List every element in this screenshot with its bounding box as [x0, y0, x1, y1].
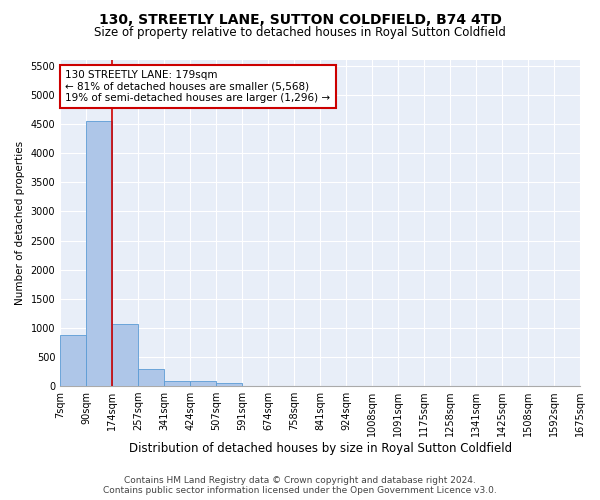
X-axis label: Distribution of detached houses by size in Royal Sutton Coldfield: Distribution of detached houses by size … — [128, 442, 512, 455]
Bar — [164, 381, 190, 386]
Text: 130 STREETLY LANE: 179sqm
← 81% of detached houses are smaller (5,568)
19% of se: 130 STREETLY LANE: 179sqm ← 81% of detac… — [65, 70, 331, 103]
Text: Contains HM Land Registry data © Crown copyright and database right 2024.
Contai: Contains HM Land Registry data © Crown c… — [103, 476, 497, 495]
Text: Size of property relative to detached houses in Royal Sutton Coldfield: Size of property relative to detached ho… — [94, 26, 506, 39]
Bar — [86, 120, 112, 386]
Bar — [60, 335, 86, 386]
Bar — [138, 369, 164, 386]
Bar — [190, 382, 216, 386]
Y-axis label: Number of detached properties: Number of detached properties — [15, 141, 25, 305]
Text: 130, STREETLY LANE, SUTTON COLDFIELD, B74 4TD: 130, STREETLY LANE, SUTTON COLDFIELD, B7… — [98, 12, 502, 26]
Bar — [216, 383, 242, 386]
Bar — [112, 324, 138, 386]
